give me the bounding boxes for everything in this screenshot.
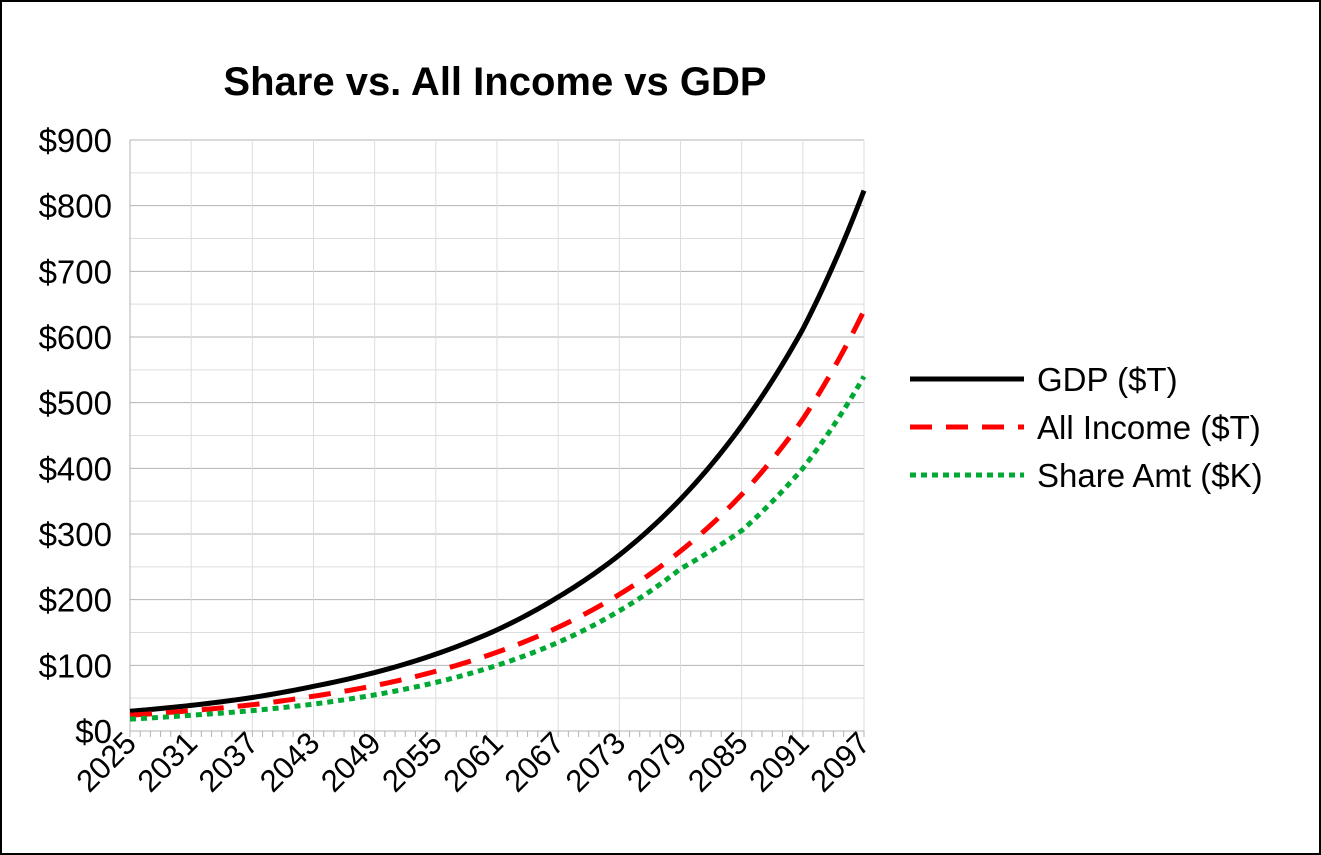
series-lines [129, 189, 867, 722]
x-tick-label: 2085 [681, 725, 755, 799]
y-tick-label: $400 [39, 450, 112, 487]
y-tick-label: $500 [39, 385, 112, 422]
x-tick-label: 2061 [436, 725, 510, 799]
y-tick-label: $0 [75, 713, 112, 750]
x-tick-label: 2043 [253, 725, 327, 799]
x-tick-label: 2079 [620, 725, 694, 799]
grid-lines [129, 139, 865, 732]
legend-label: All Income ($T) [1037, 409, 1261, 446]
x-tick-label: 2049 [314, 725, 388, 799]
legend: GDP ($T) All Income ($T) Share Amt ($K) [910, 361, 1263, 494]
x-tick-label: 2031 [131, 725, 205, 799]
y-tick-label: $600 [39, 319, 112, 356]
legend-label: GDP ($T) [1037, 361, 1178, 398]
series-line-2 [129, 309, 867, 718]
series-line-3 [129, 375, 867, 722]
x-tick-label: 2091 [742, 725, 816, 799]
x-tick-label: 2055 [375, 725, 449, 799]
axes [129, 140, 865, 737]
x-tick-label: 2037 [192, 725, 266, 799]
y-tick-label: $300 [39, 516, 112, 553]
x-axis-ticks: 2025203120372043204920552061206720732079… [69, 725, 877, 799]
y-tick-label: $200 [39, 582, 112, 619]
x-tick-label: 2067 [498, 725, 572, 799]
y-tick-label: $700 [39, 253, 112, 290]
x-tick-label: 2073 [559, 725, 633, 799]
y-tick-label: $900 [39, 122, 112, 159]
y-tick-label: $800 [39, 188, 112, 225]
y-tick-label: $100 [39, 647, 112, 684]
chart-title: Share vs. All Income vs GDP [223, 60, 766, 104]
y-axis-ticks: $0 $100 $200 $300 $400 $500 $600 $700 $800 $900 [39, 122, 112, 750]
legend-label: Share Amt ($K) [1037, 457, 1263, 494]
x-tick-label: 2097 [803, 725, 877, 799]
series-line-1 [129, 189, 867, 714]
